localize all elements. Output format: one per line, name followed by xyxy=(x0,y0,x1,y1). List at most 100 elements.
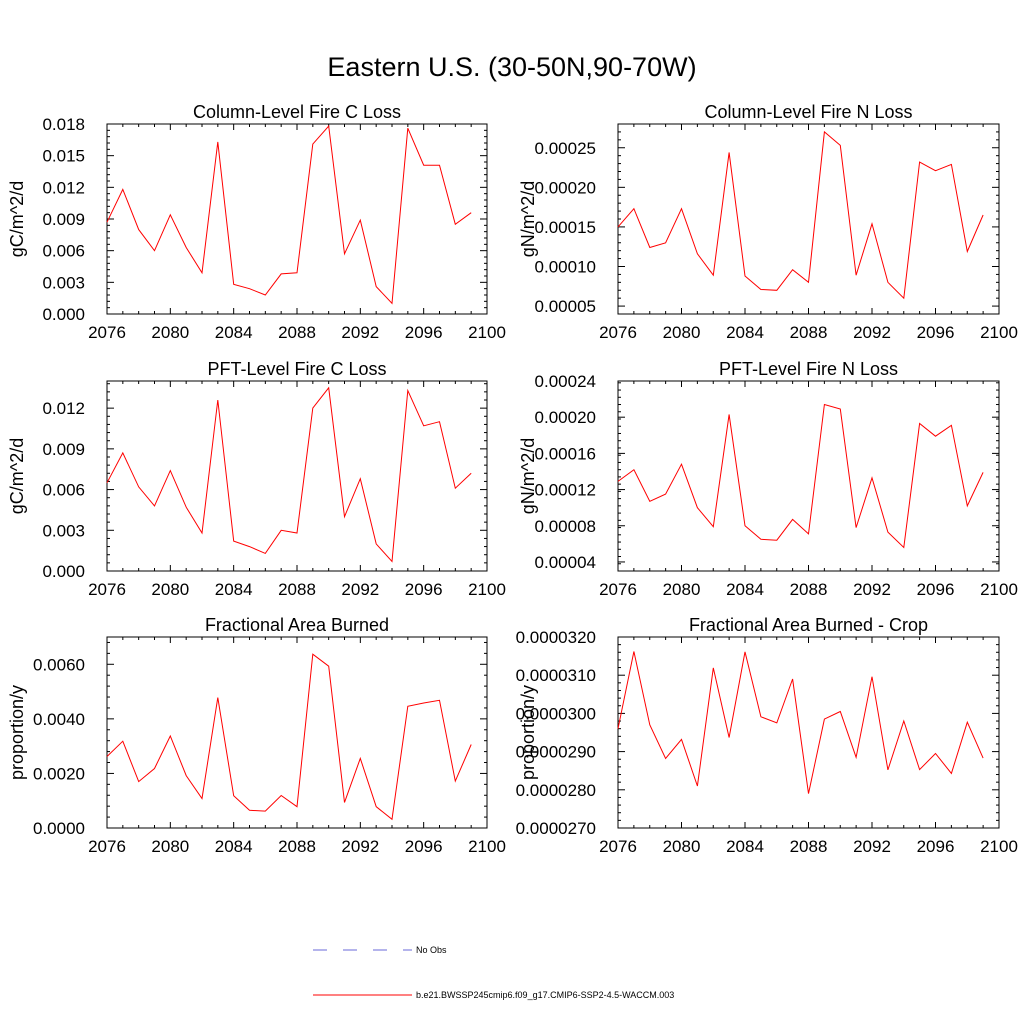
x-tick-label: 2096 xyxy=(917,837,955,856)
x-tick-label: 2084 xyxy=(215,837,253,856)
plot-frame xyxy=(106,123,488,315)
series-line xyxy=(106,653,472,821)
series-line xyxy=(617,651,984,794)
x-tick-label: 2080 xyxy=(663,837,701,856)
series-line xyxy=(617,130,984,300)
x-tick-label: 2092 xyxy=(853,580,891,599)
y-tick-label: 0.00024 xyxy=(535,372,596,391)
y-tick-label: 0.00012 xyxy=(535,481,596,500)
y-tick-label: 0.0000 xyxy=(33,819,85,838)
x-tick-label: 2088 xyxy=(278,323,316,342)
y-tick-label: 0.00008 xyxy=(535,517,596,536)
y-tick-label: 0.003 xyxy=(42,273,85,292)
y-tick-label: 0.0000310 xyxy=(516,666,596,685)
x-tick-label: 2092 xyxy=(341,837,379,856)
x-tick-label: 2096 xyxy=(405,837,443,856)
y-tick-label: 0.0000300 xyxy=(516,704,596,723)
x-tick-label: 2092 xyxy=(853,837,891,856)
panel-title: Fractional Area Burned - Crop xyxy=(689,615,928,635)
x-tick-label: 2100 xyxy=(980,837,1018,856)
y-tick-label: 0.003 xyxy=(42,521,85,540)
panel-title: Fractional Area Burned xyxy=(205,615,389,635)
y-tick-label: 0.00025 xyxy=(535,139,596,158)
y-tick-label: 0.006 xyxy=(42,242,85,261)
y-axis-label: proportion/y xyxy=(518,685,538,780)
x-tick-label: 2080 xyxy=(663,323,701,342)
x-tick-label: 2096 xyxy=(405,323,443,342)
panel-title: Column-Level Fire N Loss xyxy=(704,102,912,122)
legend-label-no-obs: No Obs xyxy=(416,945,447,955)
x-tick-label: 2088 xyxy=(278,837,316,856)
y-tick-label: 0.0000290 xyxy=(516,743,596,762)
plot-frame xyxy=(106,380,488,572)
x-tick-label: 2088 xyxy=(278,580,316,599)
y-tick-label: 0.00010 xyxy=(535,258,596,277)
panel-title: PFT-Level Fire C Loss xyxy=(207,359,386,379)
x-tick-label: 2076 xyxy=(599,580,637,599)
x-tick-label: 2084 xyxy=(215,323,253,342)
y-tick-label: 0.000 xyxy=(42,305,85,324)
series-line xyxy=(617,403,984,549)
x-tick-label: 2096 xyxy=(917,323,955,342)
x-tick-label: 2076 xyxy=(88,580,126,599)
x-tick-label: 2088 xyxy=(790,580,828,599)
x-tick-label: 2096 xyxy=(405,580,443,599)
chart-panel-1: Column-Level Fire C Loss gC/m^2/d 2076 2080… xyxy=(7,102,506,342)
panel-title: PFT-Level Fire N Loss xyxy=(719,359,898,379)
y-tick-label: 0.009 xyxy=(42,440,85,459)
plot-frame xyxy=(617,123,1000,315)
chart-panel-6: Fractional Area Burned - Crop proportion/… xyxy=(516,615,1018,856)
y-tick-label: 0.000 xyxy=(42,562,85,581)
x-tick-label: 2076 xyxy=(599,837,637,856)
x-tick-label: 2092 xyxy=(341,323,379,342)
y-tick-label: 0.012 xyxy=(42,399,85,418)
x-tick-label: 2092 xyxy=(853,323,891,342)
x-tick-label: 2100 xyxy=(980,580,1018,599)
x-tick-label: 2100 xyxy=(468,580,506,599)
series-line xyxy=(106,386,472,563)
x-tick-label: 2076 xyxy=(599,323,637,342)
chart-panel-2: Column-Level Fire N Loss gN/m^2/d 2076 2080… xyxy=(518,102,1018,342)
plot-frame xyxy=(106,636,488,829)
y-tick-label: 0.00020 xyxy=(535,178,596,197)
chart-panel-4: PFT-Level Fire N Loss gN/m^2/d 2076 2080 208… xyxy=(518,359,1018,599)
x-tick-label: 2096 xyxy=(917,580,955,599)
x-tick-label: 2076 xyxy=(88,323,126,342)
y-tick-label: 0.00016 xyxy=(535,444,596,463)
y-axis-label: proportion/y xyxy=(7,685,27,780)
panel-title: Column-Level Fire C Loss xyxy=(193,102,401,122)
x-tick-label: 2092 xyxy=(341,580,379,599)
figure-title: Eastern U.S. (30-50N,90-70W) xyxy=(327,52,696,82)
legend-label-model: b.e21.BWSSP245cmip6.f09_g17.CMIP6-SSP2-4… xyxy=(416,990,674,1000)
y-axis-label: gC/m^2/d xyxy=(7,438,27,514)
y-axis-label: gN/m^2/d xyxy=(518,438,538,514)
y-tick-label: 0.015 xyxy=(42,147,85,166)
y-tick-label: 0.0000320 xyxy=(516,628,596,647)
x-tick-label: 2100 xyxy=(980,323,1018,342)
x-tick-label: 2076 xyxy=(88,837,126,856)
x-tick-label: 2100 xyxy=(468,837,506,856)
panels: Column-Level Fire C Loss gC/m^2/d 2076 2080… xyxy=(7,102,1018,856)
series-line xyxy=(106,124,472,305)
y-tick-label: 0.0060 xyxy=(33,655,85,674)
y-tick-label: 0.009 xyxy=(42,210,85,229)
x-tick-label: 2084 xyxy=(215,580,253,599)
x-tick-label: 2088 xyxy=(790,837,828,856)
x-tick-label: 2080 xyxy=(151,837,189,856)
y-tick-label: 0.0000280 xyxy=(516,781,596,800)
chart-panel-3: PFT-Level Fire C Loss gC/m^2/d 2076 2080 208… xyxy=(7,359,506,599)
y-tick-label: 0.00005 xyxy=(535,297,596,316)
y-axis-label: gC/m^2/d xyxy=(7,181,27,257)
y-tick-label: 0.0000270 xyxy=(516,819,596,838)
x-tick-label: 2100 xyxy=(468,323,506,342)
y-tick-label: 0.012 xyxy=(42,178,85,197)
chart-panel-5: Fractional Area Burned proportion/y 2076 20… xyxy=(7,615,506,856)
y-tick-label: 0.00020 xyxy=(535,408,596,427)
x-tick-label: 2084 xyxy=(726,323,764,342)
y-tick-label: 0.00015 xyxy=(535,218,596,237)
y-axis-label: gN/m^2/d xyxy=(518,181,538,257)
legend: No Obs b.e21.BWSSP245cmip6.f09_g17.CMIP6… xyxy=(313,945,674,1000)
x-tick-label: 2084 xyxy=(726,837,764,856)
x-tick-label: 2080 xyxy=(151,323,189,342)
